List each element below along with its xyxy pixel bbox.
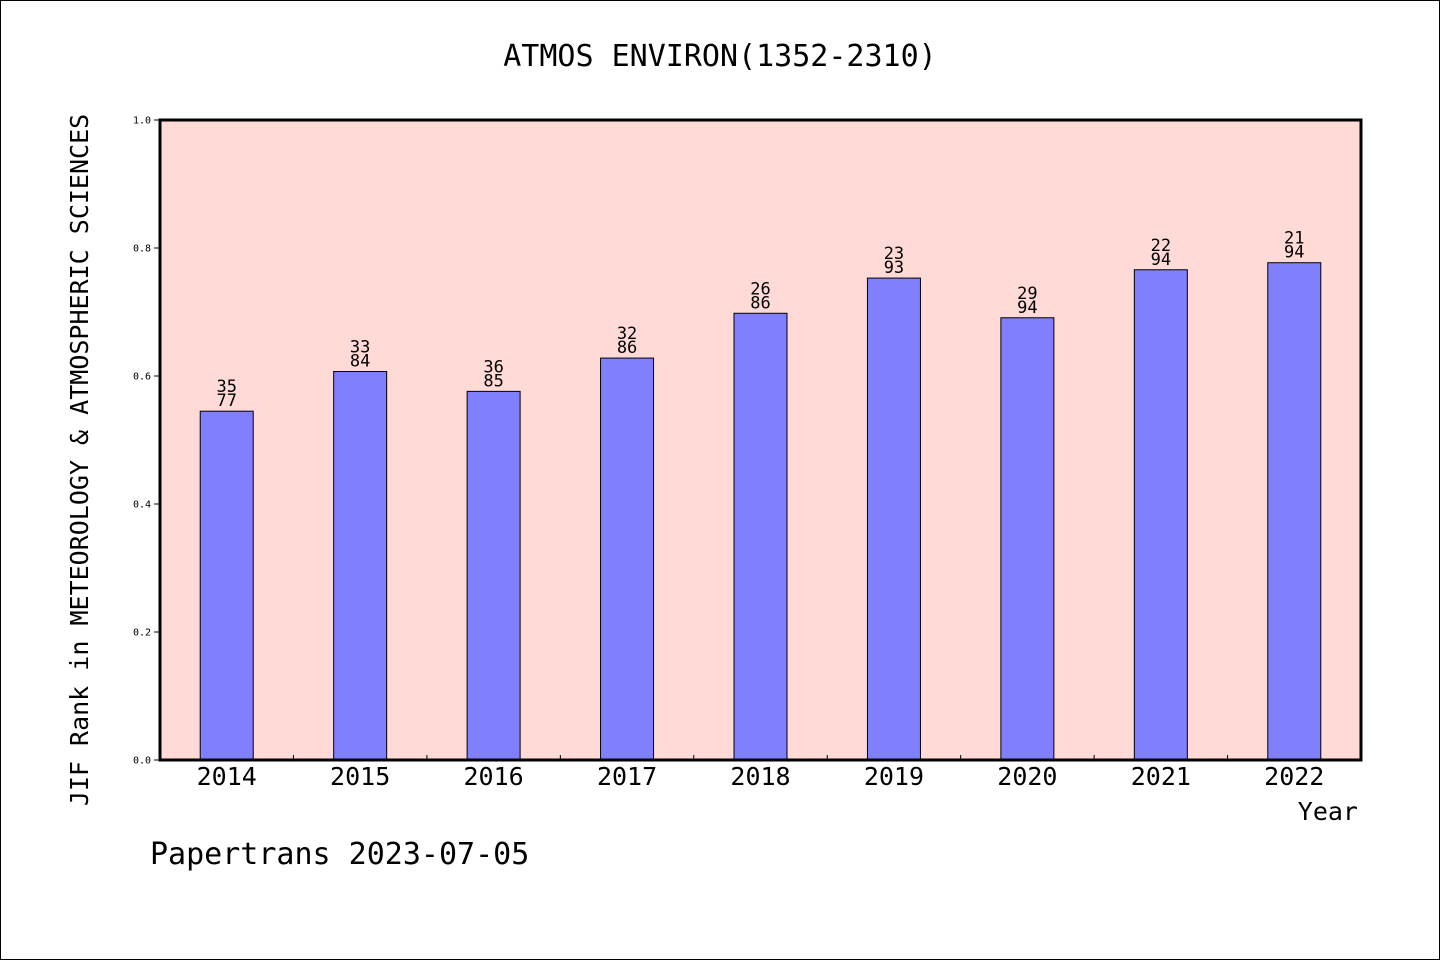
x-tick-label: 2020 [997,762,1057,791]
bar-2016 [466,390,521,761]
bar-rank-label: 35 [216,377,236,397]
bar-total-label: 94 [1151,250,1171,270]
x-tick-label: 2017 [597,762,657,791]
bar-total-label: 86 [750,293,770,313]
bar-total-label: 94 [1284,243,1304,263]
bar-2018 [733,312,788,761]
x-tick-label: 2022 [1264,762,1324,791]
bar-rank-label: 36 [483,357,503,377]
bar-2014 [199,410,254,761]
y-tick-label: 0.8 [133,244,151,255]
bar-total-label: 85 [483,371,503,391]
footer-credit: Papertrans 2023-07-05 [150,837,529,872]
y-tick-label: 0.4 [133,500,151,511]
y-tick-label: 1.0 [133,116,151,127]
bar-rank-label: 21 [1284,229,1304,249]
x-tick-label: 2021 [1131,762,1191,791]
x-tick-label: 2014 [197,762,257,791]
bar-total-label: 77 [216,391,236,411]
plot-border [158,118,1363,762]
chart-title: ATMOS ENVIRON(1352-2310) [503,39,936,74]
bar-rank-label: 22 [1151,236,1171,256]
x-tick-label: 2018 [730,762,790,791]
bar-2020 [1000,317,1055,761]
bar-total-label: 86 [617,338,637,358]
bar-rank-label: 23 [884,244,904,264]
bar-total-label: 93 [884,258,904,278]
y-tick-label: 0.0 [133,756,151,767]
bar-total-label: 94 [1017,298,1037,318]
bar-rank-label: 33 [350,338,370,358]
bar-2017 [600,357,655,761]
x-tick-label: 2015 [330,762,390,791]
x-tick-label: 2019 [864,762,924,791]
bar-2022 [1267,262,1322,761]
x-axis-label: Year [1298,797,1358,826]
bar-rank-label: 32 [617,324,637,344]
y-axis-label: JIF Rank in METEOROLOGY & ATMOSPHERIC SC… [65,114,94,806]
bar-2021 [1133,269,1188,761]
bar-total-label: 84 [350,352,370,372]
y-tick-label: 0.6 [133,372,151,383]
bar-rank-label: 26 [750,279,770,299]
bar-rank-label: 29 [1017,284,1037,304]
bar-2019 [866,277,921,761]
y-tick-label: 0.2 [133,628,151,639]
bar-2015 [333,371,388,761]
x-tick-label: 2016 [464,762,524,791]
